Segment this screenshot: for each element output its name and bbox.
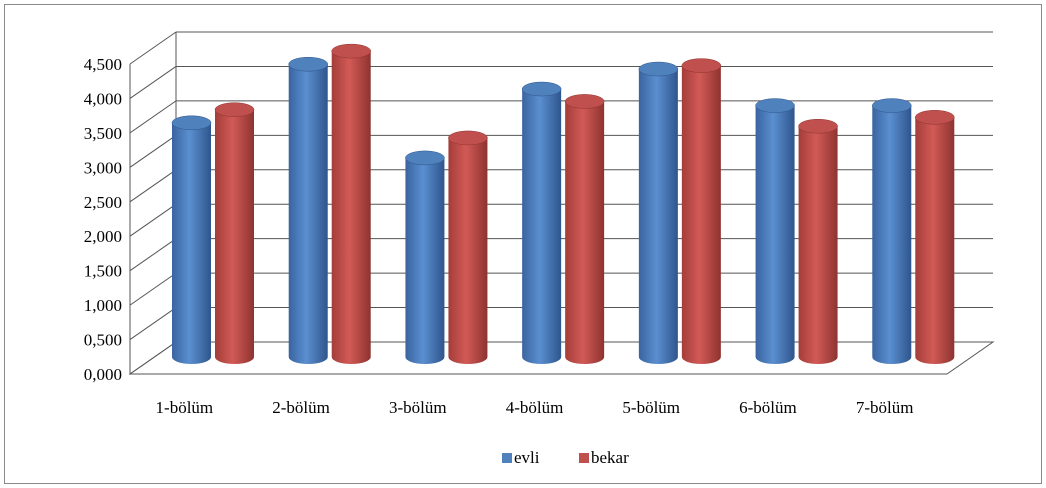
gridline-side — [129, 307, 177, 340]
y-tick-label: 3,000 — [84, 158, 122, 177]
bar-top — [448, 130, 488, 146]
gridline-side — [129, 272, 177, 306]
legend-label-evli: evli — [514, 448, 540, 467]
bar-evli-3 — [405, 150, 445, 365]
bar-bekar-4 — [564, 94, 605, 365]
legend-swatch-bekar — [579, 453, 589, 463]
bar-top — [171, 115, 212, 131]
x-axis-categories: 1-bölüm 2-bölüm 3-bölüm 4-bölüm 5-bölüm 6-böl… — [156, 398, 914, 417]
x-tick-label: 6-bölüm — [739, 398, 797, 417]
gridline-side — [129, 31, 177, 65]
gridlines — [129, 31, 993, 375]
y-tick-label: 1,000 — [84, 296, 122, 315]
gridline-side — [129, 100, 177, 134]
x-tick-label: 7-bölüm — [856, 398, 914, 417]
y-axis-ticks: 0,000 0,500 1,000 1,500 2,000 2,500 3,000 3,500… — [84, 55, 122, 384]
bar-evli-5 — [638, 61, 679, 365]
bar-bekar-3 — [448, 130, 488, 365]
bar-top — [681, 58, 722, 73]
bar-evli-6 — [755, 98, 795, 365]
bar-body — [288, 64, 328, 365]
y-tick-label: 0,000 — [84, 365, 122, 384]
bar-top — [331, 43, 371, 59]
bar-top — [798, 118, 838, 134]
bar-body — [172, 122, 211, 365]
bar-top — [405, 150, 445, 166]
chart-floor — [128, 341, 995, 375]
gridline-side — [129, 203, 177, 237]
bar-top — [872, 98, 912, 113]
bar-top — [915, 110, 955, 125]
bar-body — [915, 117, 955, 365]
bar-top — [521, 81, 562, 97]
x-tick-label: 5-bölüm — [622, 398, 680, 417]
legend: evli bekar — [502, 448, 629, 467]
bar-body — [681, 65, 721, 365]
x-tick-label: 1-bölüm — [156, 398, 214, 417]
bar-body — [638, 69, 678, 365]
bar-body — [405, 157, 445, 365]
bar-body — [565, 101, 605, 365]
bar-top — [288, 56, 328, 72]
y-tick-label: 3,500 — [84, 124, 122, 143]
bar-body — [331, 51, 371, 365]
gridline-side — [129, 66, 177, 99]
bar-chart: 0,000 0,500 1,000 1,500 2,000 2,500 3,000 3,500… — [84, 31, 995, 467]
bar-top — [755, 98, 795, 113]
bar-body — [448, 137, 488, 365]
bar-top — [638, 61, 679, 77]
legend-label-bekar: bekar — [591, 448, 629, 467]
bar-top — [214, 102, 255, 117]
bar-bekar-2 — [331, 43, 371, 365]
gridline-side — [129, 169, 177, 203]
y-tick-label: 2,500 — [84, 193, 122, 212]
bar-evli-1 — [171, 115, 212, 365]
x-tick-label: 3-bölüm — [389, 398, 447, 417]
y-tick-label: 1,500 — [84, 262, 122, 281]
bar-bekar-6 — [798, 118, 838, 365]
bar-evli-7 — [872, 98, 912, 365]
bar-body — [798, 126, 838, 365]
legend-swatch-evli — [502, 453, 512, 463]
y-tick-label: 0,500 — [84, 331, 122, 350]
bar-top — [564, 94, 605, 109]
bar-body — [755, 105, 795, 365]
floor — [128, 341, 995, 375]
x-tick-label: 4-bölüm — [506, 398, 564, 417]
chart-frame: 0,000 0,500 1,000 1,500 2,000 2,500 3,000 3,500… — [4, 4, 1042, 484]
bar-bekar-1 — [214, 102, 255, 365]
bar-evli-4 — [521, 81, 562, 365]
bar-body — [522, 89, 562, 365]
bars — [171, 43, 955, 365]
y-tick-label: 2,000 — [84, 227, 122, 246]
y-tick-label: 4,000 — [84, 89, 122, 108]
bar-bekar-5 — [681, 58, 722, 365]
x-tick-label: 2-bölüm — [272, 398, 330, 417]
y-tick-label: 4,500 — [84, 55, 122, 74]
bar-body — [872, 105, 912, 365]
gridline-side — [129, 238, 177, 272]
bar-bekar-7 — [915, 110, 955, 365]
bar-evli-2 — [288, 56, 328, 365]
gridline-side — [129, 134, 177, 168]
bar-body — [215, 109, 254, 365]
